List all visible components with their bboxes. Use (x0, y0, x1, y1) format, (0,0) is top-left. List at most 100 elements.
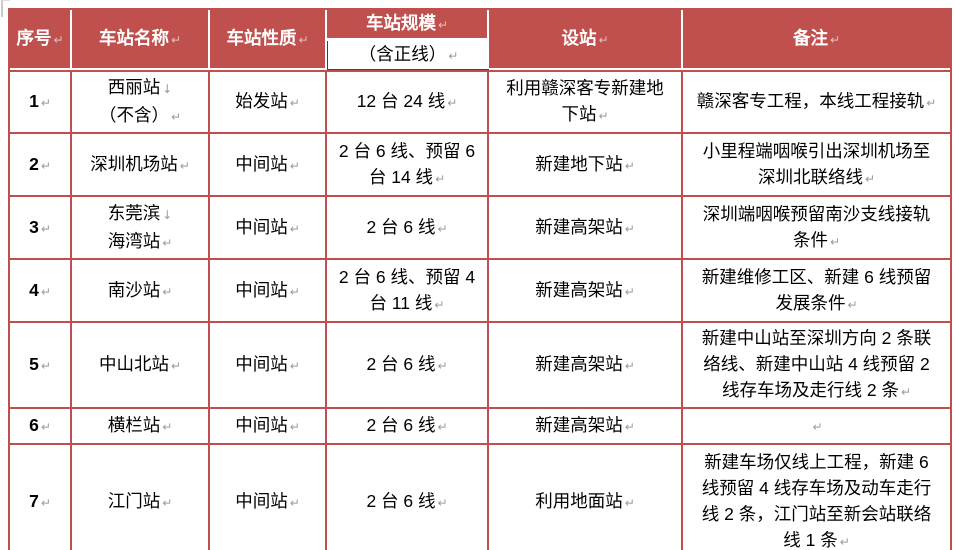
station-name-line: 海湾站 ↵ (78, 228, 202, 256)
station-name: 中山北站 (98, 354, 169, 374)
cell-station-scale[interactable]: 2 台 6 线 ↵ (327, 445, 489, 550)
paragraph-mark-icon: ↵ (40, 96, 51, 110)
paragraph-mark-icon: ↵ (437, 496, 448, 510)
table-move-handle-artifact (1, 0, 10, 17)
cell-row-number[interactable]: 6 ↵ (10, 409, 72, 445)
cell-station-nature[interactable]: 中间站 ↵ (210, 409, 327, 445)
cell-station-nature[interactable]: 中间站 ↵ (210, 197, 327, 260)
station-scale: 2 台 6 线 (366, 415, 436, 435)
cell-remark[interactable]: 小里程端咽喉引出深圳机场至深圳北联络线 ↵ (683, 134, 950, 197)
cell-station-setup[interactable]: 新建高架站 ↵ (489, 260, 683, 323)
cell-station-name[interactable]: 西丽站 ↓ （不含） ↵ (72, 70, 210, 134)
cell-station-scale[interactable]: 2 台 6 线、预留 6 台 14 线 ↵ (327, 134, 489, 197)
header-col-scale[interactable]: 车站规模 ↵ (327, 10, 489, 41)
cell-station-name[interactable]: 深圳机场站 ↵ (72, 134, 210, 197)
cell-row-number[interactable]: 7 ↵ (10, 445, 72, 550)
paragraph-mark-icon: ↵ (447, 96, 458, 110)
paragraph-mark-icon: ↵ (448, 49, 459, 63)
station-name-line: 江门站 ↵ (78, 488, 202, 516)
table-header: 序号 ↵ 车站名称 ↵ 车站性质 ↵ 车站规模 ↵ 设站 ↵ 备注 ↵ (10, 10, 950, 70)
header-col-no[interactable]: 序号 ↵ (10, 10, 72, 70)
station-nature: 中间站 (235, 415, 288, 435)
header-label: 设站 (561, 28, 597, 48)
cell-station-name[interactable]: 中山北站 ↵ (72, 323, 210, 409)
station-nature: 中间站 (235, 216, 288, 237)
cell-station-name[interactable]: 江门站 ↵ (72, 445, 210, 550)
header-col-scale-subtitle[interactable]: （含正线） ↵ (327, 41, 489, 70)
cell-station-name[interactable]: 东莞滨 ↓ 海湾站 ↵ (72, 197, 210, 260)
cell-remark[interactable]: 新建维修工区、新建 6 线预留发展条件 ↵ (683, 260, 950, 323)
cell-station-scale[interactable]: 12 台 24 线 ↵ (327, 70, 489, 134)
cell-station-setup[interactable]: 利用赣深客专新建地下站 ↵ (489, 70, 683, 134)
station-name-line: 西丽站 ↓ (78, 74, 202, 102)
row-number: 5 (29, 354, 39, 374)
cell-station-name[interactable]: 横栏站 ↵ (72, 409, 210, 445)
cell-station-name[interactable]: 南沙站 ↵ (72, 260, 210, 323)
cell-station-nature[interactable]: 中间站 ↵ (210, 260, 327, 323)
header-col-nature[interactable]: 车站性质 ↵ (210, 10, 327, 70)
station-nature: 中间站 (235, 279, 288, 300)
paragraph-mark-icon: ↵ (829, 234, 841, 249)
header-col-setup[interactable]: 设站 ↵ (489, 10, 683, 70)
row-number: 1 (29, 91, 39, 111)
cell-station-scale[interactable]: 2 台 6 线 ↵ (327, 197, 489, 260)
paragraph-mark-icon: ↵ (289, 496, 300, 510)
cell-row-number[interactable]: 1 ↵ (10, 70, 72, 134)
paragraph-mark-icon: ↵ (170, 110, 182, 124)
paragraph-mark-icon: ↵ (162, 496, 173, 510)
row-number: 2 (29, 153, 39, 174)
cell-station-setup[interactable]: 利用地面站 ↵ (489, 445, 683, 550)
station-setup: 新建高架站 (535, 216, 623, 237)
cell-station-nature[interactable]: 中间站 ↵ (210, 323, 327, 409)
paragraph-mark-icon: ↵ (864, 171, 876, 186)
header-col-name[interactable]: 车站名称 ↵ (72, 10, 210, 70)
cell-station-nature[interactable]: 始发站 ↵ (210, 70, 327, 134)
table-row: 7 ↵ 江门站 ↵ 中间站 ↵ 2 台 6 线 ↵ 利用地面站 ↵ 新建车场仅线上工程，新建 6 线… (10, 445, 950, 550)
paragraph-mark-icon: ↵ (289, 221, 300, 236)
cell-row-number[interactable]: 2 ↵ (10, 134, 72, 197)
paragraph-mark-icon: ↵ (900, 385, 912, 399)
cell-station-nature[interactable]: 中间站 ↵ (210, 445, 327, 550)
header-label: 车站规模 (365, 13, 436, 33)
station-name-line: 中山北站 ↵ (78, 351, 202, 379)
cell-row-number[interactable]: 5 ↵ (10, 323, 72, 409)
paragraph-mark-icon: ↵ (624, 420, 635, 434)
cell-remark[interactable]: ↵ (683, 409, 950, 445)
row-number: 4 (29, 279, 39, 300)
table-body: 1 ↵ 西丽站 ↓ （不含） ↵ 始发站 ↵ 12 台 24 线 ↵ 利用赣深客专新建地下站 ↵ 赣深客… (10, 70, 950, 550)
station-scale: 2 台 6 线、预留 4 台 11 线 (338, 266, 476, 313)
cell-station-scale[interactable]: 2 台 6 线 ↵ (327, 409, 489, 445)
paragraph-mark-icon: ↵ (437, 420, 448, 434)
cell-station-setup[interactable]: 新建高架站 ↵ (489, 409, 683, 445)
line-break-mark-icon: ↓ (162, 82, 173, 96)
remark-text: 深圳端咽喉预留南沙支线接轨条件 (702, 203, 931, 250)
table-row: 5 ↵ 中山北站 ↵ 中间站 ↵ 2 台 6 线 ↵ 新建高架站 ↵ 新建中山站至深圳方向 2 条联… (10, 323, 950, 409)
paragraph-mark-icon: ↵ (53, 33, 64, 47)
cell-remark[interactable]: 新建车场仅线上工程，新建 6 线预留 4 线存车场及动车走行线 2 条，江门站至… (683, 445, 950, 550)
cell-station-nature[interactable]: 中间站 ↵ (210, 134, 327, 197)
cell-remark[interactable]: 深圳端咽喉预留南沙支线接轨条件 ↵ (683, 197, 950, 260)
cell-row-number[interactable]: 4 ↵ (10, 260, 72, 323)
station-name: 海湾站 (107, 230, 161, 251)
cell-station-setup[interactable]: 新建地下站 ↵ (489, 134, 683, 197)
cell-station-scale[interactable]: 2 台 6 线、预留 4 台 11 线 ↵ (327, 260, 489, 323)
cell-station-scale[interactable]: 2 台 6 线 ↵ (327, 323, 489, 409)
row-number: 7 (29, 491, 39, 511)
paragraph-mark-icon: ↵ (40, 359, 51, 373)
paragraph-mark-icon: ↵ (40, 496, 51, 510)
station-name: 南沙站 (107, 279, 161, 300)
paragraph-mark-icon: ↵ (170, 359, 182, 373)
station-scale: 12 台 24 线 (356, 91, 446, 111)
paragraph-mark-icon: ↵ (170, 33, 182, 47)
paragraph-mark-icon: ↵ (829, 33, 841, 47)
cell-station-setup[interactable]: 新建高架站 ↵ (489, 197, 683, 260)
cell-remark[interactable]: 赣深客专工程，本线工程接轨 ↵ (683, 70, 950, 134)
cell-station-setup[interactable]: 新建高架站 ↵ (489, 323, 683, 409)
cell-remark[interactable]: 新建中山站至深圳方向 2 条联络线、新建中山站 4 线预留 2 线存车场及走行线… (683, 323, 950, 409)
station-name: 西丽站 (107, 77, 161, 97)
cell-row-number[interactable]: 3 ↵ (10, 197, 72, 260)
header-col-remark[interactable]: 备注 ↵ (683, 10, 950, 70)
station-scale: 2 台 6 线 (366, 354, 436, 374)
station-setup: 新建地下站 (535, 153, 623, 174)
